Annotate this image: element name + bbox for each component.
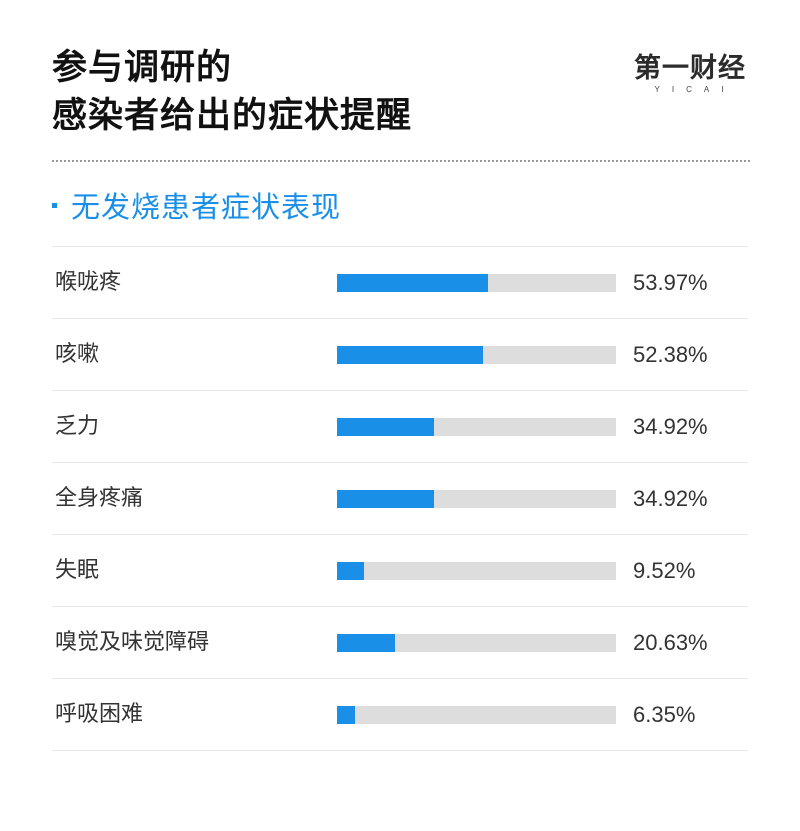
value-label: 34.92% (633, 486, 708, 511)
bar (337, 634, 395, 652)
chart-row: 失眠 9.52% (52, 534, 748, 606)
category-label: 呼吸困难 (55, 702, 144, 727)
bar (337, 418, 435, 436)
page-title-line-2: 感染者给出的症状提醒 (52, 96, 413, 136)
section-heading: 无发烧患者症状表现 (52, 180, 341, 230)
bar-track (337, 562, 616, 580)
chart-row: 喉咙疼 53.97% (52, 246, 748, 318)
bar-track (337, 418, 616, 436)
bar (337, 562, 364, 580)
bar (337, 274, 488, 292)
value-label: 6.35% (633, 702, 696, 727)
chart-row: 乏力 34.92% (52, 390, 748, 462)
value-label: 34.92% (633, 414, 708, 439)
value-label: 20.63% (633, 630, 708, 655)
logo-subtext: YICAI (654, 85, 736, 94)
bar (337, 490, 435, 508)
value-label: 52.38% (633, 342, 708, 367)
bar-track (337, 706, 616, 724)
yicai-logo: 第一财经 YICAI (628, 54, 752, 102)
chart-row: 全身疼痛 34.92% (52, 462, 748, 534)
value-label: 53.97% (633, 270, 708, 295)
header: 参与调研的 感染者给出的症状提醒 第一财经 YICAI (52, 44, 752, 154)
category-label: 失眠 (55, 558, 100, 583)
bar-track (337, 274, 616, 292)
bar (337, 706, 355, 724)
bar-track (337, 346, 616, 364)
bar-track (337, 634, 616, 652)
chart-row: 咳嗽 52.38% (52, 318, 748, 390)
category-label: 嗅觉及味觉障碍 (55, 630, 210, 655)
bullet-icon (52, 202, 57, 208)
logo-text: 第一财经 (634, 53, 746, 84)
category-label: 全身疼痛 (55, 486, 144, 511)
value-label: 9.52% (633, 558, 696, 583)
bar (337, 346, 484, 364)
chart-row: 嗅觉及味觉障碍 20.63% (52, 606, 748, 678)
category-label: 咳嗽 (55, 342, 100, 367)
bar-chart: 喉咙疼 53.97% 咳嗽 52.38% 乏力 34.92% 全身疼痛 34.92% 失眠 9.5… (52, 246, 748, 751)
category-label: 乏力 (55, 414, 100, 439)
bar-track (337, 490, 616, 508)
chart-row: 呼吸困难 6.35% (52, 678, 748, 751)
page-title-line-1: 参与调研的 (52, 48, 233, 88)
section-title: 无发烧患者症状表现 (71, 190, 342, 224)
category-label: 喉咙疼 (55, 270, 122, 295)
divider (52, 160, 750, 162)
